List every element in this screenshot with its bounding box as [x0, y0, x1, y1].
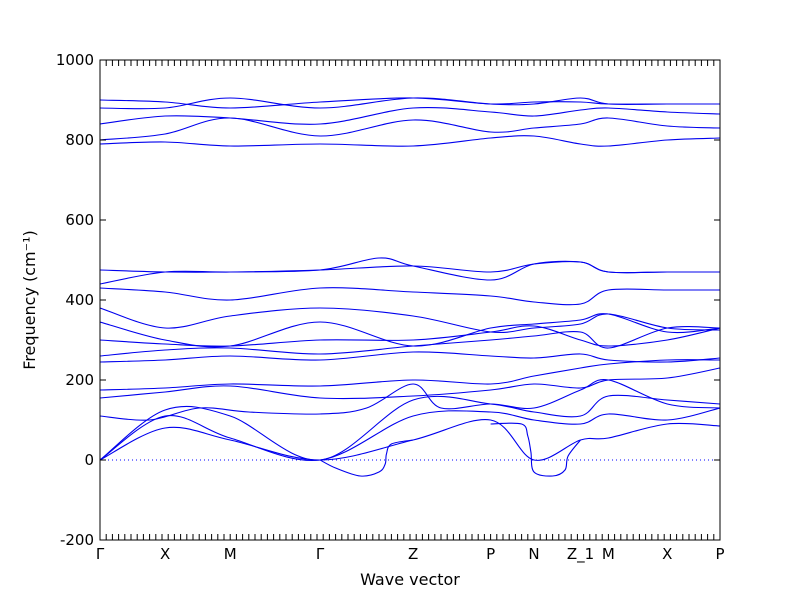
x-tick-label: Z_1 — [567, 545, 594, 564]
x-tick-label: Γ — [316, 545, 325, 563]
x-tick-label: Γ — [96, 545, 105, 563]
y-tick-label: 1000 — [56, 51, 94, 69]
phonon-band-7 — [100, 351, 720, 363]
y-tick-label: 200 — [65, 371, 94, 389]
phonon-band-6 — [100, 359, 720, 391]
phonon-band-15 — [100, 135, 720, 147]
y-tick-label: -200 — [60, 531, 94, 549]
y-tick-label: 800 — [65, 131, 94, 149]
phonon-band-1 — [100, 419, 720, 461]
phonon-band-16 — [100, 117, 720, 141]
x-tick-label: Z — [408, 545, 418, 563]
y-tick-label: 0 — [84, 451, 94, 469]
phonon-band-11 — [100, 307, 720, 334]
x-tick-label: M — [224, 545, 237, 563]
plot-area — [100, 97, 720, 477]
x-tick-label: P — [486, 545, 495, 563]
axis-tick-labels: -200 0 200 400 600 800 1000 Γ X M Γ Z P N Z_1 M X P — [56, 51, 725, 564]
x-tick-label: X — [662, 545, 672, 563]
x-tick-label: M — [602, 545, 615, 563]
x-axis-label: Wave vector — [360, 570, 460, 589]
x-tick-label: N — [528, 545, 539, 563]
phonon-band-3 — [100, 394, 720, 461]
phonon-band-14 — [100, 257, 720, 285]
phonon-band-2 — [100, 407, 720, 462]
phonon-band-9 — [100, 325, 720, 347]
x-tick-label: P — [715, 545, 724, 563]
phonon-band-17 — [100, 106, 720, 125]
phonon-band-5 — [100, 367, 720, 400]
phonon-band-8 — [100, 325, 720, 357]
phonon-band-19 — [100, 97, 720, 109]
phonon-band-21 — [490, 422, 581, 477]
x-tick-label: X — [160, 545, 170, 563]
band-lines — [100, 97, 720, 477]
plot-frame — [99, 59, 721, 541]
phonon-band-12 — [100, 287, 720, 306]
y-axis-label: Frequency (cm⁻¹) — [20, 230, 39, 369]
y-tick-label: 600 — [65, 211, 94, 229]
phonon-band-20 — [319, 439, 414, 477]
y-tick-label: 400 — [65, 291, 94, 309]
